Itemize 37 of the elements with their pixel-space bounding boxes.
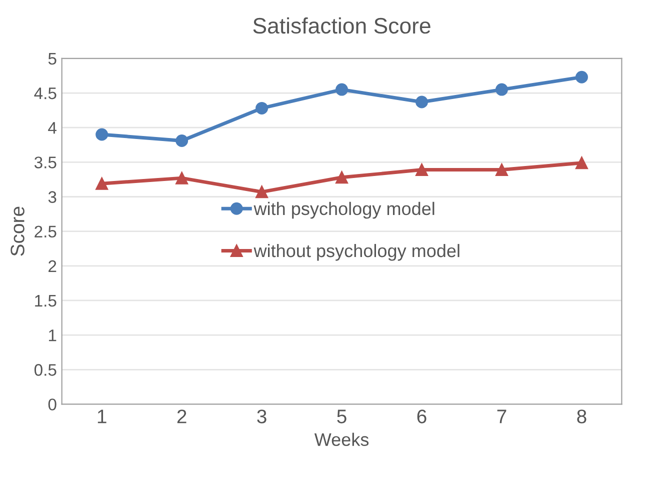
y-tick-label: 2.5 [34,226,56,238]
x-tick-label: 3 [257,410,266,424]
point [336,83,348,96]
x-tick-label: 5 [337,410,346,424]
point [256,186,268,198]
y-tick-label: 3.5 [34,156,56,168]
y-tick-label: 4 [48,122,56,134]
x-tick-label: 6 [417,410,426,424]
point [575,70,588,84]
x-tick-label: 2 [177,410,186,424]
point [176,172,188,184]
point [495,164,508,176]
point [416,164,428,176]
y-tick-label: 2 [48,260,56,272]
point [495,83,508,96]
y-tick-label: 5 [48,53,56,65]
legend-label: with psychology model [254,202,434,219]
y-axis-title: Score [10,206,24,256]
legend-label: without psychology model [254,244,460,261]
point [575,156,588,170]
x-tick-label: 1 [98,410,106,424]
point [416,96,428,108]
point [336,171,348,184]
point [176,134,188,147]
point [96,177,108,190]
y-tick-label: 1.5 [35,295,56,307]
y-tick-label: 1 [48,330,56,342]
y-tick-label: 0 [48,398,56,410]
chart-title: Satisfaction Score [253,17,430,34]
y-tick-label: 0.5 [34,364,56,376]
y-tick-label: 4.5 [34,88,56,100]
x-axis-title: Weeks [314,432,369,446]
point [96,128,108,141]
x-tick-label: 7 [497,410,506,424]
y-tick-label: 3 [48,191,56,203]
point [256,102,268,114]
x-tick-label: 8 [577,410,586,424]
